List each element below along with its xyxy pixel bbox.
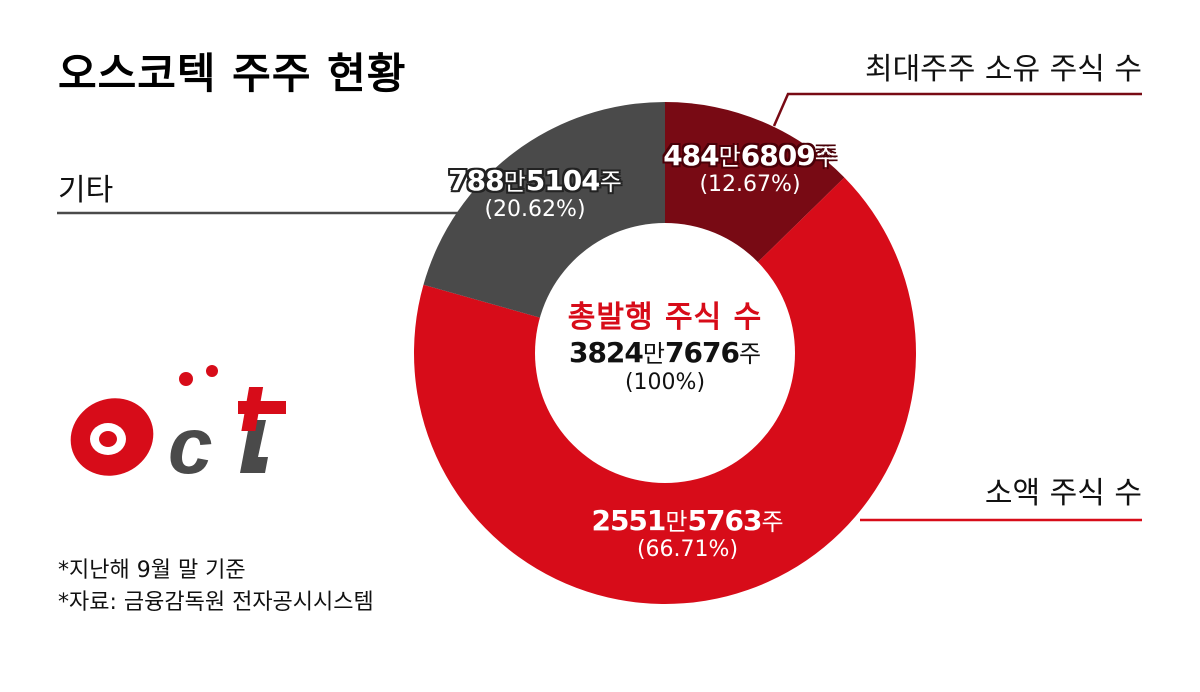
- center-value: 3824만7676주: [568, 336, 762, 369]
- segment-value-etc: 788만5104주 (20.62%): [448, 164, 622, 223]
- segment-value-major: 484만6809주 (12.67%): [663, 139, 837, 198]
- label-major-shareholder: 최대주주 소유 주식 수: [864, 52, 1142, 87]
- label-etc: 기타: [58, 173, 114, 208]
- label-minority-shareholders: 소액 주식 수: [984, 476, 1142, 511]
- center-percent: (100%): [624, 369, 706, 395]
- segment-value-minor: 2551만5763주 (66.71%): [591, 504, 784, 563]
- donut-center-total: 총발행 주식 수 3824만7676주 (100%): [535, 300, 795, 396]
- oct-logo-icon: c: [70, 365, 286, 485]
- donut-hole: [535, 223, 795, 483]
- chart-title: 오스코텍 주주 현황: [58, 49, 407, 98]
- footnote-basis-date: *지난해 9월 말 기준: [58, 558, 246, 583]
- leader-line-major: [772, 92, 1142, 127]
- footnotes: *지난해 9월 말 기준 *자료: 금융감독원 전자공시시스템: [58, 555, 374, 619]
- svg-text:c: c: [168, 401, 213, 485]
- center-title: 총발행 주식 수: [567, 300, 763, 335]
- footnote-source: *자료: 금융감독원 전자공시시스템: [58, 590, 374, 615]
